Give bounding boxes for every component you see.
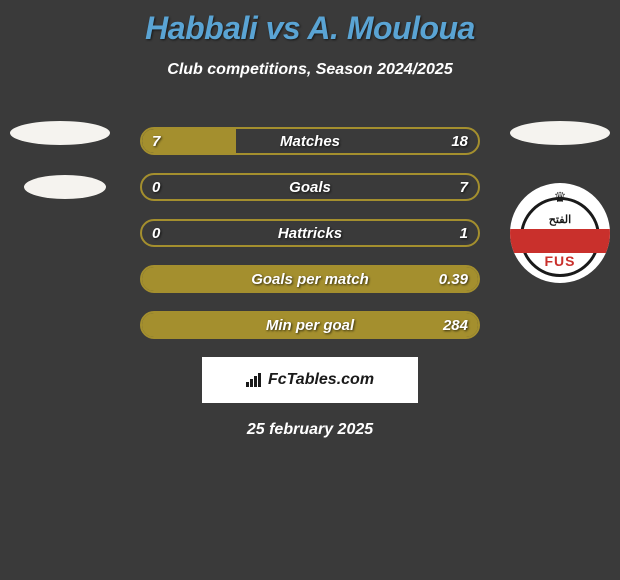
club-logo-icon: ♛ الفتح FUS [510,183,610,283]
stat-bar-fill [142,267,478,291]
stat-row: Matches718 [140,127,480,155]
stat-bars: Matches718 Goals07 Hattricks01 Goals per ma… [140,127,480,339]
stat-row: Min per goal284 [140,311,480,339]
stat-bar-fill [142,313,478,337]
bar-chart-icon [246,373,264,387]
page-title: Habbali vs A. Mouloua [0,0,620,47]
stat-row: Goals07 [140,173,480,201]
stat-bar-shell [140,265,480,293]
snapshot-date: 25 february 2025 [0,421,620,439]
arabic-text: الفتح [549,213,571,226]
stat-row: Goals per match0.39 [140,265,480,293]
stats-area: ♛ الفتح FUS Matches718 Goals07 Hattricks01… [0,127,620,339]
stat-bar-shell [140,311,480,339]
stat-bar-shell [140,127,480,155]
branding-box[interactable]: FcTables.com [202,357,418,403]
club-abbrev: FUS [545,253,576,269]
right-team-badges: ♛ الفتح FUS [510,121,610,283]
subtitle: Club competitions, Season 2024/2025 [0,61,620,79]
stat-bar-shell [140,219,480,247]
stat-bar-fill-left [142,129,236,153]
branding-text: FcTables.com [268,371,374,389]
left-team-badges [10,121,110,229]
stat-row: Hattricks01 [140,219,480,247]
placeholder-badge-icon [10,121,110,145]
stat-bar-shell [140,173,480,201]
placeholder-badge-icon [510,121,610,145]
placeholder-badge-icon [24,175,106,199]
